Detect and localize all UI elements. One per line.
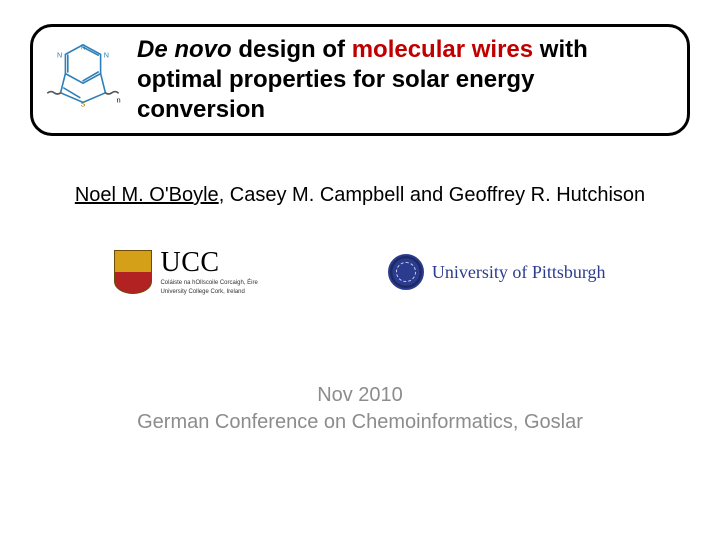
conference-name: German Conference on Chemoinformatics, G… [0,409,720,436]
lead-author: Noel M. O'Boyle [75,184,219,206]
title-box: N N N S n De novo design of molecular wi… [30,24,690,136]
coauthors: , Casey M. Campbell and Geoffrey R. Hutc… [219,184,645,206]
atom-label-s: S [81,99,86,108]
title-part-highlight: molecular wires [352,36,533,63]
ucc-text: UCC Coláiste na hOllscoile Corcaigh, Éir… [160,249,257,295]
atom-label-n1: N [80,43,85,52]
conference-info: Nov 2010 German Conference on Chemoinfor… [0,382,720,436]
pitt-seal-icon [388,254,424,290]
ucc-crest-icon [114,250,152,294]
ucc-logo: UCC Coláiste na hOllscoile Corcaigh, Éir… [114,249,257,295]
authors-line: Noel M. O'Boyle, Casey M. Campbell and G… [0,184,720,207]
slide-title: De novo design of molecular wires with o… [137,35,667,125]
molecule-structure-icon: N N N S n [43,40,123,120]
title-part-2: design of [232,36,352,63]
affiliation-logos: UCC Coláiste na hOllscoile Corcaigh, Éir… [0,242,720,302]
pitt-name: University of Pittsburgh [432,262,606,283]
atom-label-n3: N [57,51,62,60]
polymer-subscript: n [117,95,121,104]
title-part-italic: De novo [137,36,232,63]
conference-date: Nov 2010 [0,382,720,409]
pitt-logo: University of Pittsburgh [388,254,606,290]
ucc-sub2: University College Cork, Ireland [160,289,257,295]
ucc-name: UCC [160,249,257,277]
atom-label-n2: N [104,51,109,60]
ucc-sub1: Coláiste na hOllscoile Corcaigh, Éire [160,280,257,286]
